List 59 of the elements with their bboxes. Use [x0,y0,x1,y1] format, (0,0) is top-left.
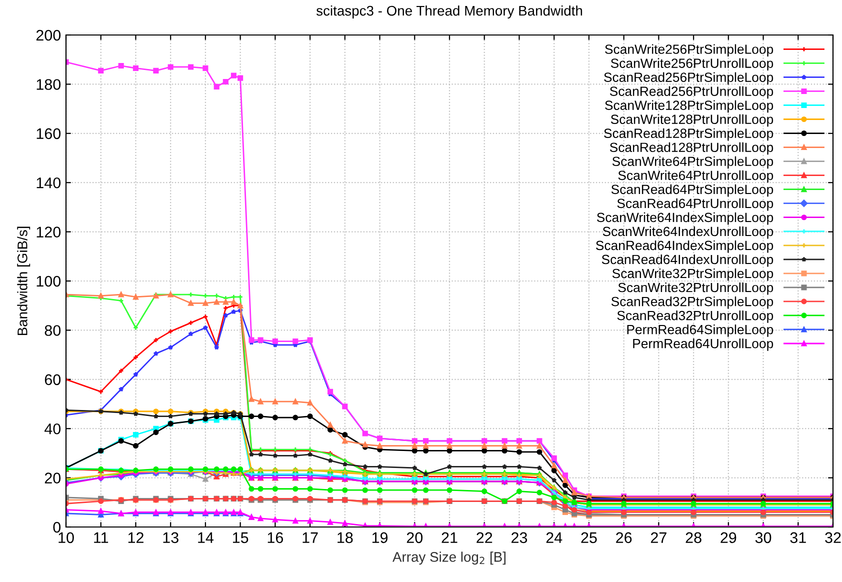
x-tick-label: 15 [232,532,248,544]
x-tick-label: 18 [338,532,353,544]
legend-label: ScanRead64IndexSimpleLoop [596,240,774,253]
x-tick-label: 26 [616,532,632,544]
x-tick-label: 27 [650,532,666,543]
legend-label: PermRead64UnrollLoop [633,338,774,351]
x-tick-label: 24 [546,532,562,543]
legend-label: ScanWrite256PtrSimpleLoop [605,44,774,57]
x-tick-label: 22 [476,532,492,543]
legend-label: ScanRead128PtrSimpleLoop [604,128,774,141]
x-tick-label: 31 [790,532,806,544]
legend-label: ScanRead32PtrSimpleLoop [611,296,774,309]
legend-label: ScanWrite64PtrUnrollLoop [618,170,774,183]
x-tick-label: 14 [198,532,214,543]
legend-label: ScanWrite256PtrUnrollLoop [610,58,774,71]
x-tick-label: 17 [302,532,318,543]
x-tick-label: 11 [94,532,108,543]
legend-label: ScanWrite64IndexUnrollLoop [602,226,774,239]
y-axis-title: Bandwidth [GiB/s] [17,226,30,336]
x-axis-title: Array Size log$_{2}$ [B] [392,552,506,565]
x-tick-label: 29 [720,532,736,544]
x-tick-label: 21 [442,532,458,543]
legend-label: ScanRead256PtrUnrollLoop [610,86,774,99]
x-tick-label: 16 [268,532,284,544]
legend-label: ScanRead64PtrSimpleLoop [611,184,774,197]
y-tick-label: 60 [44,374,61,386]
chart-title: scitaspc3 - One Thread Memory Bandwidth [316,5,582,18]
x-tick-label: 20 [406,532,423,544]
legend-label: ScanWrite128PtrUnrollLoop [610,114,774,127]
y-tick-label: 200 [36,30,61,41]
y-tick-label: 20 [44,472,61,484]
y-tick-label: 140 [36,177,61,188]
legend-label: PermRead64SimpleLoop [627,324,774,337]
y-tick-label: 100 [36,276,61,287]
legend-label: ScanRead32PtrUnrollLoop [617,310,774,323]
legend-label: ScanRead128PtrUnrollLoop [610,142,774,155]
legend-label: ScanRead64IndexUnrollLoop [602,254,774,267]
y-tick-label: 40 [44,423,61,434]
x-tick-label: 28 [686,532,702,544]
x-tick-label: 30 [755,532,772,544]
legend-label: ScanWrite32PtrSimpleLoop [612,268,774,281]
legend-label: ScanWrite64IndexSimpleLoop [596,212,774,225]
y-tick-label: 160 [36,128,61,140]
x-tick-label: 32 [825,532,841,544]
y-tick-label: 120 [36,226,61,238]
legend-label: ScanRead64PtrUnrollLoop [617,198,774,211]
y-tick-label: 180 [36,79,61,90]
legend-label: ScanWrite64PtrSimpleLoop [612,156,774,169]
x-tick-label: 13 [163,532,178,544]
y-tick-label: 0 [53,522,61,533]
legend-label: ScanWrite128PtrSimpleLoop [605,100,774,113]
x-tick-label: 23 [512,532,528,544]
x-tick-label: 25 [581,532,597,544]
legend-label: ScanWrite32PtrUnrollLoop [618,282,774,295]
x-tick-label: 10 [58,532,74,544]
x-tick-label: 19 [372,532,388,544]
x-tick-label: 12 [128,532,144,543]
legend-label: ScanRead256PtrSimpleLoop [604,72,774,85]
y-tick-label: 80 [44,325,61,336]
